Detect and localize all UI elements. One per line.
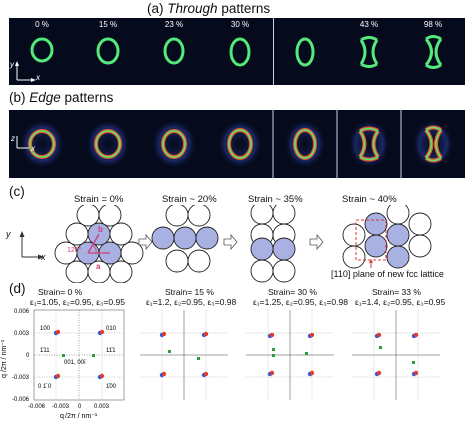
plot-3-spots [374,332,419,377]
through-axis-x: x [36,73,40,82]
through-percent-43: 43 % [359,20,379,29]
edge-pattern-4 [218,120,262,168]
plot-2-eps: ε₁=1.25, ε₂=0.95, ε₃=0.98 [253,297,348,307]
strain-label-20: Strain ~ 20% [162,194,217,205]
vec-b-label: b [98,225,103,234]
panel-b-label: (b) [9,90,26,105]
lattice-stage-0 [54,205,144,283]
through-percent-23: 23 % [164,20,184,29]
ylabel-unit: /2π / nm⁻¹ [1,339,8,372]
panel-a-label: (a) [147,1,164,16]
edge-pattern-6 [349,120,389,168]
lattice-diagram: 120° b a [19,205,432,283]
edge-pattern-5 [285,120,325,168]
angle-label: 120° [67,246,82,254]
through-percent-30: 30 % [230,20,250,29]
panel-b-title-italic: Edge [29,90,61,105]
edge-pattern-2 [86,120,130,168]
lattice-axes-icon [19,231,44,260]
plot-0-strain: Strain= 0 % [38,287,83,297]
plot-1-spots [159,331,209,378]
lattice-stage-35 [250,205,296,283]
edge-pattern-1 [20,120,64,168]
plot-1 [140,310,228,400]
edge-pattern-3 [152,120,196,168]
through-percent-15: 15 % [98,20,118,29]
through-patterns-strip: 0 % 15 % 23 % 30 % 43 % 98 % y x [9,18,465,85]
miller-111bar: 1̄11 [40,348,50,354]
xlabel-q: q [60,413,64,420]
xtick-m0003: -0.003 [52,404,70,410]
through-pattern-98: 98 % [401,18,465,85]
strain-label-0: Strain = 0% [74,194,124,205]
strain-label-40: Strain ~ 40% [342,194,397,205]
ylabel-q: q [1,374,8,378]
plot-0-eps: ε₁=1.05, ε₂=0.95, ε₃=0.95 [30,297,125,307]
edge-axis-z: z [11,134,15,143]
through-pattern-43: 43 % [337,18,401,85]
panel-a-title-italic: Through [167,1,218,16]
lattice-stage-40 [342,205,432,269]
edge-pattern-7 [413,120,453,168]
fcc-caption: [110] plane of new fcc lattice [331,269,444,279]
xtick-0: 0 [78,404,82,410]
panel-b-title-rest: patterns [60,90,114,105]
edge-axes-icon [16,136,29,149]
panel-a-title-rest: patterns [217,1,271,16]
edge-patterns-svg [16,110,453,178]
plot-2 [246,310,334,400]
through-pattern-0: 0 % [9,18,75,85]
vec-a-label: a [96,262,101,271]
ytick-m0003: -0.003 [12,375,30,381]
miller-100bar: 1̄00 [106,384,117,390]
panel-d-label: (d) [9,281,26,296]
plot-2-spots [267,332,315,377]
panel-c-label: (c) [9,184,25,199]
through-percent-98: 98 % [423,20,443,29]
through-separator [273,18,274,85]
miller-11bar1: 11̄1 [106,348,116,354]
xtick-m0006: -0.006 [28,404,46,410]
plot-0 [33,309,125,401]
stage-arrow-2 [223,233,238,251]
stage-arrow-1 [138,233,153,251]
through-pattern-15: 15 % [75,18,141,85]
edge-axis-x: x [31,144,35,153]
lattice-stage-20 [151,205,219,273]
plot-3 [352,310,440,400]
miller-010: 010 [106,326,117,332]
through-pattern-23: 23 % [141,18,207,85]
through-axis-y: y [10,60,14,69]
stage-arrow-3 [309,233,324,251]
lattice-axis-y: y [6,229,11,239]
miller-0-10: 0 1̄ 0 [38,384,52,390]
through-pattern-extra [273,18,337,85]
plot-2-strain: Strain= 30 % [268,287,317,297]
through-percent-0: 0 % [35,20,49,29]
miller-001: 001, 00ī [64,360,86,366]
xtick-0003: 0.003 [94,404,110,410]
miller-100: 100 [40,326,51,332]
ytick-m0006: -0.006 [12,397,30,403]
plot-1-strain: Strain= 15 % [165,287,214,297]
panel-b-title: (b) Edge patterns [9,90,113,105]
edge-patterns-strip: z x [9,110,465,178]
ytick-0006: 0.006 [14,309,30,315]
strain-label-35: Strain ~ 35% [248,194,303,205]
through-pattern-30: 30 % [207,18,273,85]
plot-0-spots [53,329,105,380]
through-axes-icon [15,61,36,82]
xlabel-unit: /2π / nm⁻¹ [65,413,98,420]
plot-3-strain: Strain= 33 % [372,287,421,297]
ytick-0003: 0.003 [14,331,30,337]
lattice-axis-x: x [41,252,46,262]
plot-1-eps: ε₁=1.2, ε₂=0.95, ε₃=0.98 [146,297,237,307]
panel-a-title: (a) Through patterns [147,1,270,16]
plot-3-eps: ε₁=1.4, ε₂=0.95, ε₃=0.95 [355,297,446,307]
ytick-0: 0 [26,353,30,359]
reciprocal-plots: q /2π / nm⁻¹ 100 010 1̄11 001, 00ī 0 1̄ … [1,309,440,420]
